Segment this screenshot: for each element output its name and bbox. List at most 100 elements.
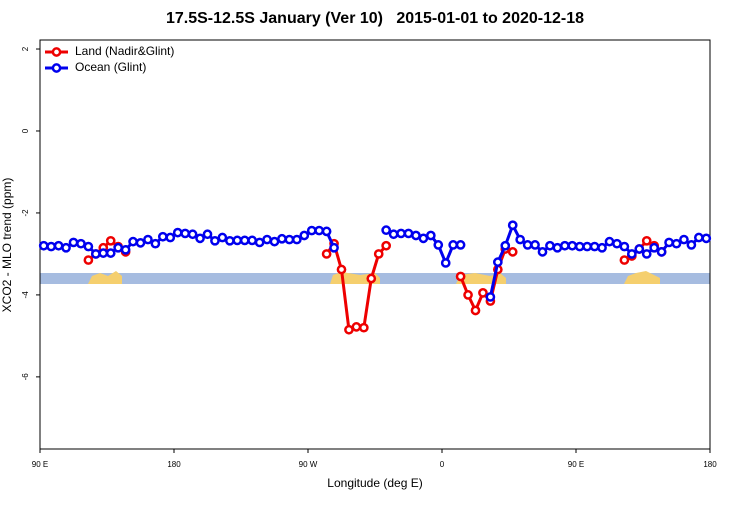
data-point bbox=[396, 228, 406, 239]
data-point bbox=[545, 240, 555, 251]
data-point bbox=[143, 234, 153, 245]
data-point bbox=[83, 241, 94, 252]
data-point bbox=[418, 233, 429, 244]
y-tick-label: 0 bbox=[21, 128, 30, 133]
data-point bbox=[612, 238, 622, 249]
data-point bbox=[180, 228, 191, 239]
data-point bbox=[53, 240, 64, 251]
data-point bbox=[530, 240, 540, 250]
data-point bbox=[314, 225, 325, 236]
x-tick-label: 180 bbox=[703, 460, 717, 469]
data-point bbox=[388, 229, 399, 240]
data-point bbox=[403, 228, 414, 239]
data-point bbox=[358, 322, 369, 333]
data-point bbox=[679, 234, 689, 245]
data-point bbox=[321, 249, 332, 259]
data-point bbox=[656, 247, 667, 257]
data-point bbox=[172, 227, 183, 238]
data-point bbox=[381, 240, 392, 251]
data-point bbox=[232, 235, 243, 246]
data-point bbox=[411, 230, 421, 241]
data-point bbox=[105, 248, 116, 258]
data-point bbox=[671, 238, 682, 249]
data-point bbox=[284, 234, 295, 245]
data-point bbox=[455, 240, 466, 250]
data-point bbox=[277, 233, 287, 244]
data-point bbox=[113, 242, 124, 253]
data-point bbox=[38, 240, 49, 251]
x-tick-label: 90 E bbox=[568, 460, 584, 469]
data-point bbox=[641, 235, 652, 246]
x-tick-label: 0 bbox=[440, 460, 445, 469]
data-point bbox=[478, 288, 488, 298]
data-point bbox=[262, 234, 272, 245]
data-point bbox=[455, 271, 466, 282]
data-point bbox=[187, 229, 198, 240]
x-axis-label: Longitude (deg E) bbox=[327, 476, 422, 490]
data-point bbox=[195, 233, 205, 244]
data-point bbox=[373, 249, 384, 259]
data-point bbox=[589, 241, 600, 252]
data-point bbox=[46, 241, 57, 252]
legend-label: Land (Nadir&Glint) bbox=[75, 44, 174, 58]
data-point bbox=[626, 249, 637, 259]
data-point bbox=[433, 240, 444, 250]
data-point bbox=[522, 240, 533, 250]
data-point bbox=[448, 240, 459, 250]
y-axis-label: XCO2 - MLO trend (ppm) bbox=[0, 178, 14, 313]
data-point bbox=[210, 235, 220, 246]
data-point bbox=[619, 241, 630, 252]
data-point bbox=[202, 229, 213, 240]
legend-marker bbox=[51, 47, 62, 57]
data-point bbox=[224, 235, 235, 246]
data-point bbox=[507, 220, 518, 231]
data-point bbox=[381, 225, 392, 236]
data-point bbox=[701, 233, 712, 244]
data-point bbox=[105, 235, 116, 246]
data-point bbox=[537, 247, 548, 257]
data-point bbox=[157, 231, 168, 242]
data-point bbox=[98, 248, 109, 258]
data-point bbox=[291, 234, 302, 245]
data-point bbox=[641, 249, 652, 259]
data-point bbox=[120, 244, 131, 255]
data-point bbox=[425, 230, 436, 241]
data-point bbox=[135, 238, 146, 248]
legend: Land (Nadir&Glint) Ocean (Glint) bbox=[45, 44, 174, 74]
data-point bbox=[90, 249, 101, 259]
data-point bbox=[686, 240, 697, 250]
data-point bbox=[76, 238, 86, 249]
legend-label: Ocean (Glint) bbox=[75, 60, 146, 74]
data-point bbox=[61, 242, 71, 253]
y-tick-label: 2 bbox=[21, 46, 30, 51]
data-point bbox=[299, 230, 310, 241]
data-point bbox=[269, 236, 280, 247]
data-point bbox=[239, 235, 250, 246]
data-point bbox=[604, 236, 615, 247]
data-point bbox=[247, 235, 258, 246]
data-point bbox=[254, 237, 265, 248]
data-point bbox=[492, 257, 503, 267]
data-point bbox=[664, 237, 674, 248]
y-tick-label: -4 bbox=[21, 291, 30, 299]
data-point bbox=[500, 240, 511, 251]
x-tick-label: 90 W bbox=[299, 460, 318, 469]
chart-title: 17.5S-12.5S January (Ver 10) 2015-01-01 … bbox=[166, 10, 584, 27]
data-point bbox=[351, 322, 362, 332]
y-tick-label: -6 bbox=[21, 373, 30, 381]
data-point bbox=[463, 290, 473, 300]
x-tick-label: 180 bbox=[167, 460, 181, 469]
data-point bbox=[336, 264, 347, 275]
data-point bbox=[321, 226, 332, 237]
data-point bbox=[507, 247, 518, 257]
data-point bbox=[597, 242, 607, 253]
legend-marker bbox=[51, 63, 62, 73]
data-point bbox=[366, 273, 377, 284]
data-point bbox=[515, 234, 526, 245]
data-point bbox=[574, 241, 585, 252]
data-point bbox=[634, 244, 645, 254]
data-point bbox=[470, 305, 481, 316]
data-point bbox=[559, 240, 570, 251]
data-point bbox=[344, 324, 354, 335]
